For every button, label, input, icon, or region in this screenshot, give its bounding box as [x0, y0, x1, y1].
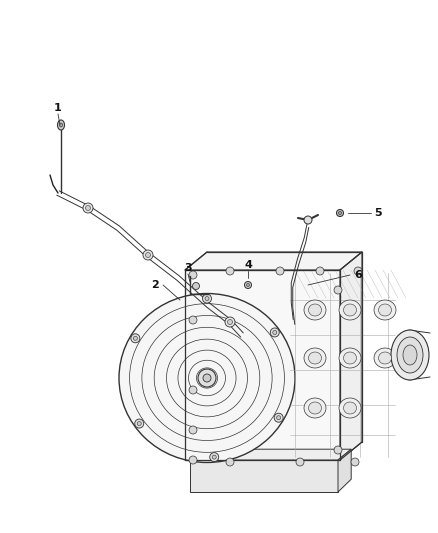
Ellipse shape	[339, 398, 361, 418]
Ellipse shape	[403, 345, 417, 365]
Polygon shape	[190, 460, 338, 492]
Ellipse shape	[202, 294, 212, 303]
Ellipse shape	[304, 300, 326, 320]
Ellipse shape	[339, 348, 361, 368]
Ellipse shape	[135, 419, 144, 428]
Ellipse shape	[374, 300, 396, 320]
Ellipse shape	[308, 352, 321, 364]
Ellipse shape	[276, 267, 284, 275]
Ellipse shape	[85, 206, 91, 211]
Text: 4: 4	[244, 260, 252, 270]
Ellipse shape	[351, 458, 359, 466]
Ellipse shape	[189, 426, 197, 434]
Text: 2: 2	[151, 280, 159, 290]
Ellipse shape	[308, 304, 321, 316]
Ellipse shape	[212, 455, 216, 459]
Polygon shape	[190, 449, 351, 460]
Ellipse shape	[192, 282, 199, 289]
Ellipse shape	[205, 296, 209, 301]
Ellipse shape	[296, 458, 304, 466]
Ellipse shape	[189, 456, 197, 464]
Ellipse shape	[343, 304, 357, 316]
Text: 5: 5	[374, 208, 382, 218]
Polygon shape	[185, 252, 362, 270]
Ellipse shape	[119, 294, 295, 463]
Ellipse shape	[343, 402, 357, 414]
Ellipse shape	[336, 209, 343, 216]
Ellipse shape	[273, 330, 277, 334]
Text: 1: 1	[54, 103, 62, 113]
Ellipse shape	[270, 328, 279, 337]
Ellipse shape	[391, 330, 429, 380]
Ellipse shape	[225, 317, 235, 327]
Ellipse shape	[145, 253, 151, 257]
Ellipse shape	[189, 386, 197, 394]
Text: 3: 3	[184, 263, 192, 273]
Ellipse shape	[274, 413, 283, 422]
Ellipse shape	[378, 304, 392, 316]
Ellipse shape	[334, 446, 342, 454]
Polygon shape	[185, 270, 340, 460]
Ellipse shape	[189, 316, 197, 324]
Ellipse shape	[203, 374, 211, 382]
Ellipse shape	[137, 422, 141, 425]
Ellipse shape	[316, 267, 324, 275]
Ellipse shape	[339, 212, 342, 214]
Ellipse shape	[143, 250, 153, 260]
Ellipse shape	[198, 369, 216, 387]
Ellipse shape	[339, 300, 361, 320]
Ellipse shape	[354, 267, 362, 275]
Ellipse shape	[131, 334, 140, 343]
Ellipse shape	[334, 286, 342, 294]
Ellipse shape	[227, 319, 233, 325]
Ellipse shape	[189, 271, 197, 279]
Ellipse shape	[247, 284, 250, 287]
Ellipse shape	[304, 216, 312, 224]
Ellipse shape	[60, 123, 63, 127]
Text: 6: 6	[354, 270, 362, 280]
Ellipse shape	[343, 352, 357, 364]
Ellipse shape	[83, 203, 93, 213]
Ellipse shape	[304, 348, 326, 368]
Ellipse shape	[57, 120, 64, 130]
Ellipse shape	[378, 352, 392, 364]
Polygon shape	[338, 449, 351, 492]
Ellipse shape	[304, 398, 326, 418]
Ellipse shape	[133, 336, 138, 340]
Ellipse shape	[226, 267, 234, 275]
Ellipse shape	[226, 458, 234, 466]
Ellipse shape	[244, 281, 251, 288]
Ellipse shape	[277, 416, 281, 419]
Ellipse shape	[308, 402, 321, 414]
Polygon shape	[340, 252, 362, 460]
Ellipse shape	[210, 453, 219, 462]
Ellipse shape	[397, 337, 423, 373]
Ellipse shape	[374, 348, 396, 368]
